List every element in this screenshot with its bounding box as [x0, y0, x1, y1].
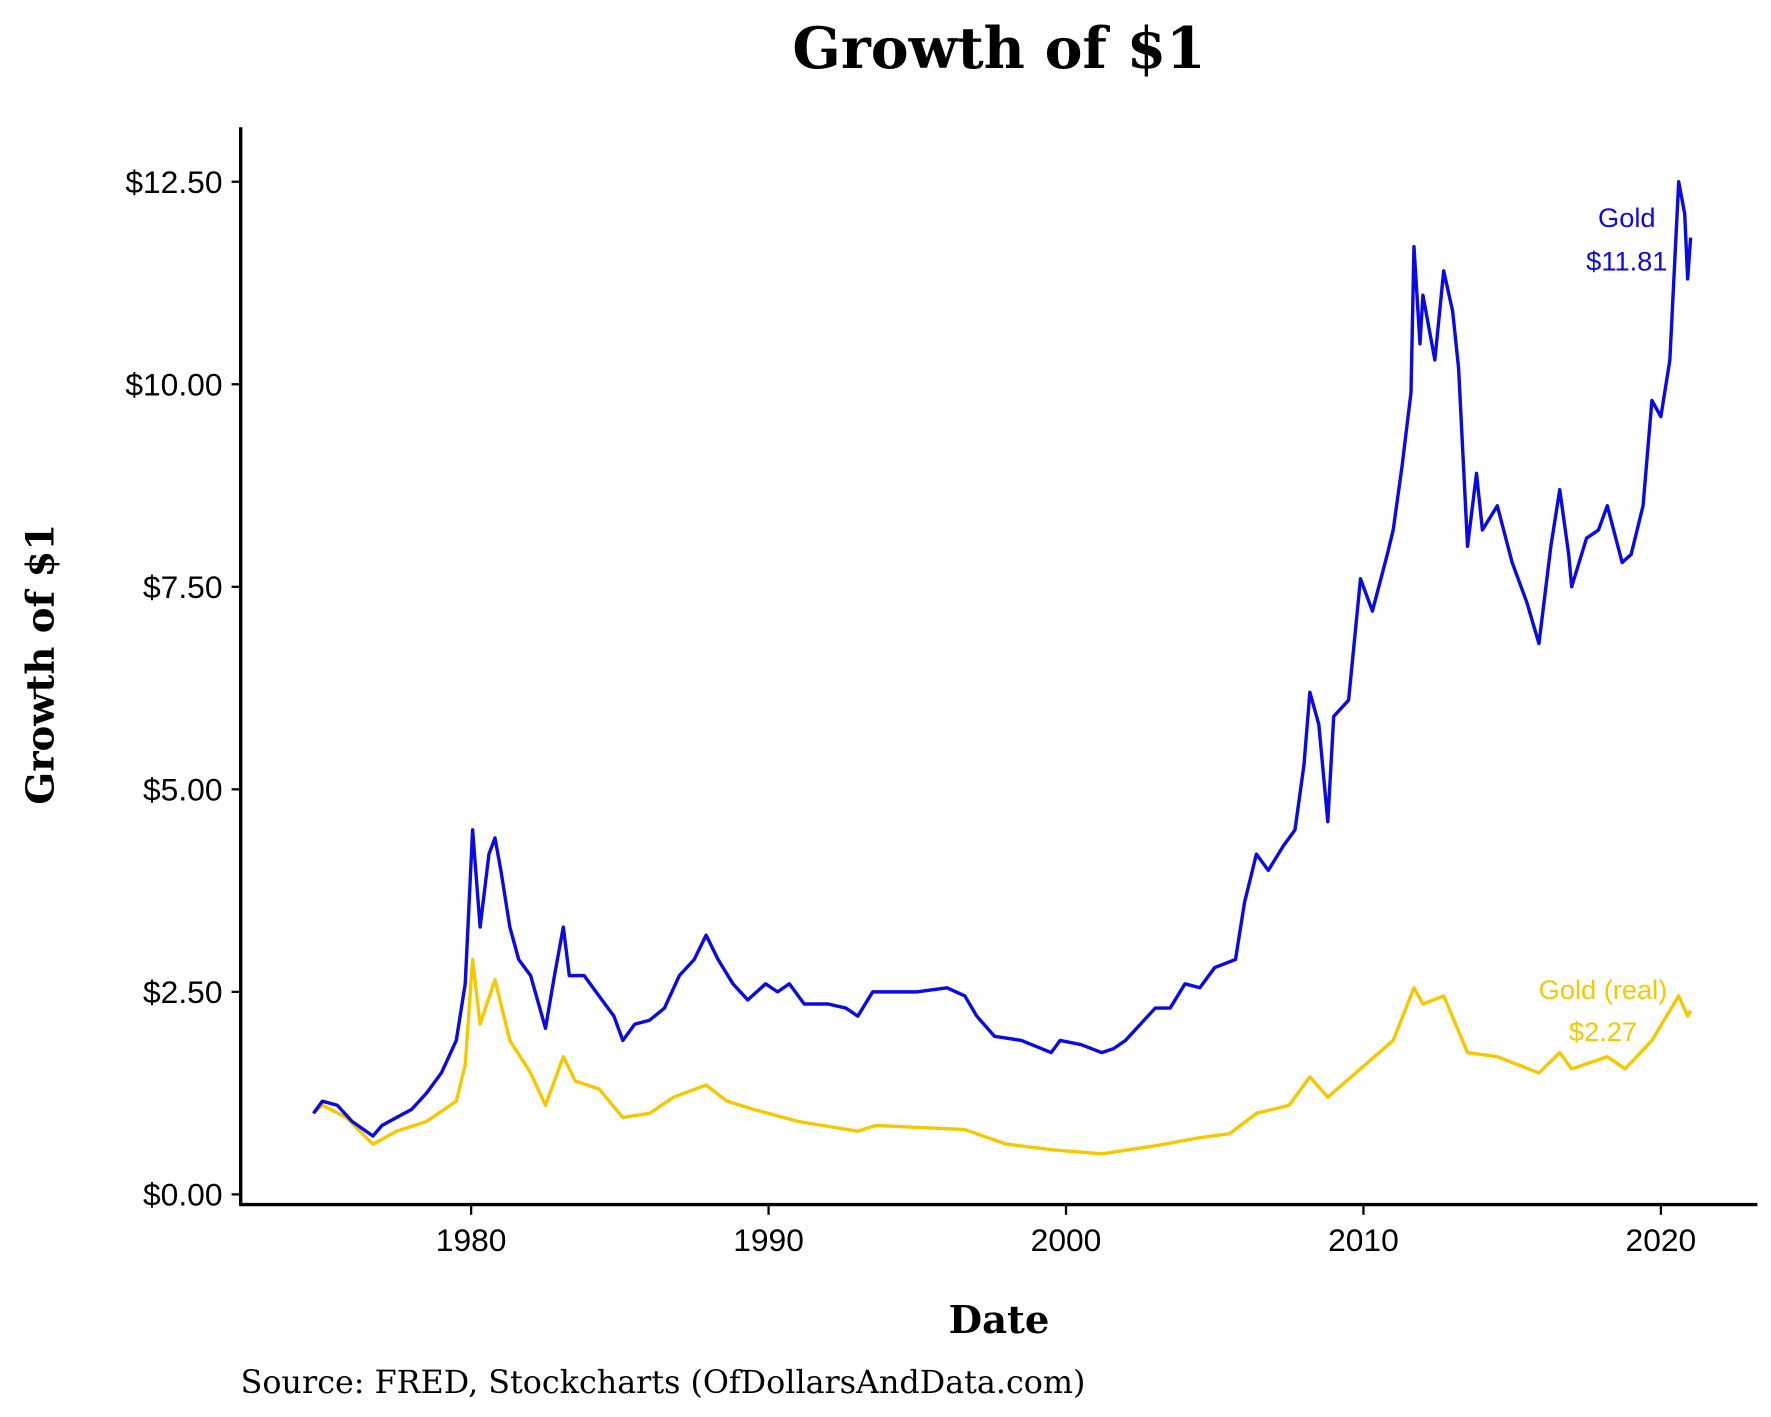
source-note: Source: FRED, Stockcharts (OfDollarsAndD… [241, 1365, 1086, 1401]
gold-label: Gold [1598, 202, 1656, 233]
gold-real-label: Gold (real) [1539, 974, 1668, 1005]
x-tick-label: 1990 [733, 1222, 804, 1258]
x-tick-label: 2020 [1626, 1222, 1697, 1258]
y-tick-label: $10.00 [125, 367, 222, 403]
series-lines [312, 180, 1693, 1156]
x-tick-label: 2010 [1328, 1222, 1399, 1258]
gold-end-value: $11.81 [1586, 245, 1667, 276]
y-tick-label: $2.50 [143, 974, 223, 1010]
y-tick-label: $0.00 [143, 1177, 223, 1213]
y-tick-label: $12.50 [125, 164, 222, 200]
gold-real-line [312, 957, 1693, 1156]
y-tick-label: $5.00 [143, 772, 223, 808]
y-axis-title: Growth of $1 [18, 524, 63, 805]
chart-title: Growth of $1 [792, 16, 1205, 82]
gold-line [312, 180, 1693, 1138]
x-tick-label: 1980 [436, 1222, 507, 1258]
x-tick-label: 2000 [1031, 1222, 1102, 1258]
gold-real-end-value: $2.27 [1569, 1016, 1637, 1047]
y-tick-label: $7.50 [143, 569, 223, 605]
axes: $0.00 $2.50 $5.00 $7.50 $10.00 $12.50 1980 1990… [125, 127, 1758, 1258]
x-axis-title: Date [949, 1298, 1050, 1343]
